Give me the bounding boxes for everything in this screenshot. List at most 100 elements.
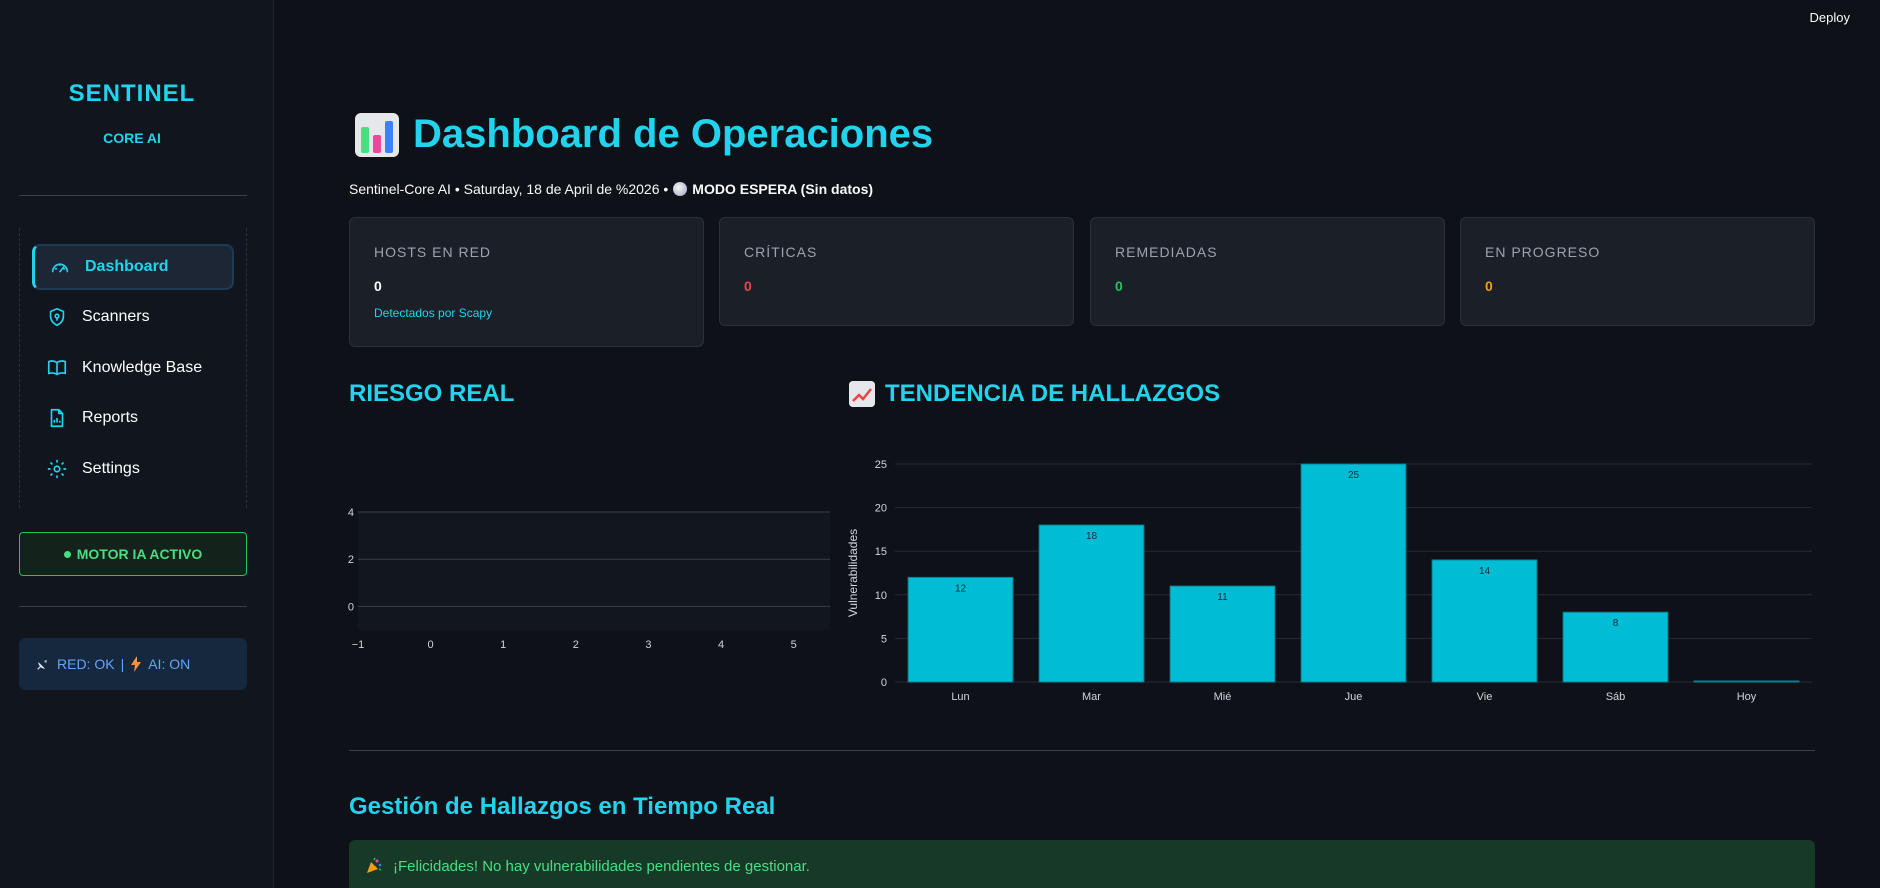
risk-section-title: RIESGO REAL <box>349 380 514 408</box>
x-tick-label: 5 <box>791 639 797 651</box>
status-ai: AI: ON <box>148 656 191 672</box>
bar-value-label: 8 <box>1613 618 1619 629</box>
brand-title: SENTINEL <box>68 80 196 107</box>
bar <box>1693 680 1800 683</box>
nav-item-knowledge-base[interactable]: Knowledge Base <box>32 345 234 391</box>
lightning-icon <box>131 656 142 672</box>
mode-status: MODO ESPERA (Sin datos) <box>692 181 874 197</box>
page-title: Dashboard de Operaciones <box>355 112 933 157</box>
report-icon <box>50 408 64 428</box>
bar <box>1562 611 1669 683</box>
party-popper-icon <box>367 857 382 873</box>
x-tick-label: −1 <box>352 639 365 651</box>
x-tick-label: 1 <box>500 639 506 651</box>
subtitle-prefix: Sentinel-Core AI • Saturday, 18 de April… <box>349 181 669 197</box>
x-tick-label: 2 <box>573 639 579 651</box>
bar <box>1169 585 1276 683</box>
chart-increasing-icon <box>849 381 875 407</box>
moon-icon <box>673 182 688 196</box>
page-subtitle: Sentinel-Core AI • Saturday, 18 de April… <box>349 181 873 197</box>
status-red: RED: OK <box>57 656 115 672</box>
x-tick-label: Mar <box>1082 691 1101 703</box>
y-tick-label: 2 <box>348 554 354 566</box>
x-tick-label: Sáb <box>1606 691 1626 703</box>
nav-label: Reports <box>82 409 139 426</box>
bar <box>1300 463 1407 683</box>
bar <box>1038 524 1145 683</box>
deploy-button[interactable]: Deploy <box>1809 10 1850 25</box>
sidebar-divider <box>19 195 247 196</box>
y-tick-label: 0 <box>881 677 887 689</box>
trend-title-text: TENDENCIA DE HALLAZGOS <box>885 380 1221 407</box>
status-dot-icon <box>63 550 71 558</box>
status-separator: | <box>120 656 125 672</box>
nav-item-dashboard[interactable]: Dashboard <box>32 244 234 290</box>
bar <box>907 576 1014 683</box>
nav-label: Scanners <box>82 308 150 325</box>
shield-icon <box>49 307 65 327</box>
bar-chart-icon <box>355 112 399 157</box>
nav-item-reports[interactable]: Reports <box>32 395 234 441</box>
satellite-dish-icon <box>37 660 47 670</box>
metric-value: 0 <box>744 278 752 294</box>
nav-item-settings[interactable]: Settings <box>32 446 234 492</box>
y-tick-label: 0 <box>348 601 354 613</box>
table-title-text: Gestión de Hallazgos en Tiempo Real <box>349 793 776 820</box>
y-tick-label: 5 <box>881 633 887 645</box>
system-status-box: RED: OK | AI: ON <box>19 638 247 690</box>
page-title-text: Dashboard de Operaciones <box>413 112 934 156</box>
x-tick-label: Mié <box>1214 691 1232 703</box>
metric-value: 0 <box>374 278 382 294</box>
nav-menu: Dashboard Scanners Knowledge Base Report… <box>19 228 247 508</box>
metric-label: EN PROGRESO <box>1485 244 1601 260</box>
nav-label: Settings <box>82 460 140 477</box>
motor-label: MOTOR IA ACTIVO <box>76 546 203 562</box>
trend-section-title: TENDENCIA DE HALLAZGOS <box>849 380 1220 408</box>
nav-label: Knowledge Base <box>82 359 203 376</box>
book-icon <box>47 360 67 376</box>
bar-value-label: 14 <box>1479 566 1491 577</box>
motor-status-button[interactable]: MOTOR IA ACTIVO <box>19 532 247 576</box>
y-tick-label: 4 <box>348 507 354 519</box>
nav-item-scanners[interactable]: Scanners <box>32 294 234 340</box>
y-axis-label: Vulnerabilidades <box>846 529 860 617</box>
sidebar-divider <box>19 606 247 607</box>
bar-value-label: 12 <box>955 583 967 594</box>
metric-card-criticas: CRÍTICAS 0 <box>719 217 1074 326</box>
metric-value: 0 <box>1485 278 1493 294</box>
brand-subtitle: CORE AI <box>103 130 161 146</box>
y-tick-label: 20 <box>875 503 887 515</box>
x-tick-label: Vie <box>1477 691 1493 703</box>
metric-label: REMEDIADAS <box>1115 244 1218 260</box>
bar-value-label: 25 <box>1348 470 1360 481</box>
success-message: ¡Felicidades! No hay vulnerabilidades pe… <box>393 857 810 875</box>
plot-area <box>358 512 830 630</box>
bar-value-label: 18 <box>1086 531 1098 542</box>
sidebar: SENTINEL CORE AI Dashboard Scanners Know… <box>0 0 274 888</box>
gear-icon <box>47 459 67 479</box>
y-tick-label: 25 <box>875 459 887 471</box>
metric-label: CRÍTICAS <box>744 244 818 260</box>
success-alert: ¡Felicidades! No hay vulnerabilidades pe… <box>349 840 1815 888</box>
x-tick-label: Hoy <box>1737 691 1757 703</box>
metric-card-remediadas: REMEDIADAS 0 <box>1090 217 1445 326</box>
x-tick-label: 4 <box>718 639 724 651</box>
risk-title-text: RIESGO REAL <box>349 380 515 407</box>
y-tick-label: 10 <box>875 590 887 602</box>
y-tick-label: 15 <box>875 546 887 558</box>
x-tick-label: 3 <box>645 639 651 651</box>
metric-card-en-progreso: EN PROGRESO 0 <box>1460 217 1815 326</box>
bar-value-label: 11 <box>1217 592 1228 603</box>
trend-chart: 0 5 10 15 20 25 Vulnerabilidades 12 Lun 18 Mar 11 Mi… <box>846 459 1812 703</box>
gauge-icon <box>51 263 69 273</box>
risk-chart: 4 2 0 −1 0 1 2 3 4 5 <box>348 507 830 651</box>
metric-card-hosts: HOSTS EN RED 0 Detectados por Scapy <box>349 217 704 347</box>
metric-value: 0 <box>1115 278 1123 294</box>
section-divider <box>349 750 1815 751</box>
x-tick-label: Lun <box>951 691 969 703</box>
metric-label: HOSTS EN RED <box>374 244 492 260</box>
table-section-title: Gestión de Hallazgos en Tiempo Real <box>349 793 775 821</box>
top-bar: Deploy <box>275 0 1880 44</box>
metric-note: Detectados por Scapy <box>374 306 493 320</box>
bar <box>1431 559 1538 683</box>
